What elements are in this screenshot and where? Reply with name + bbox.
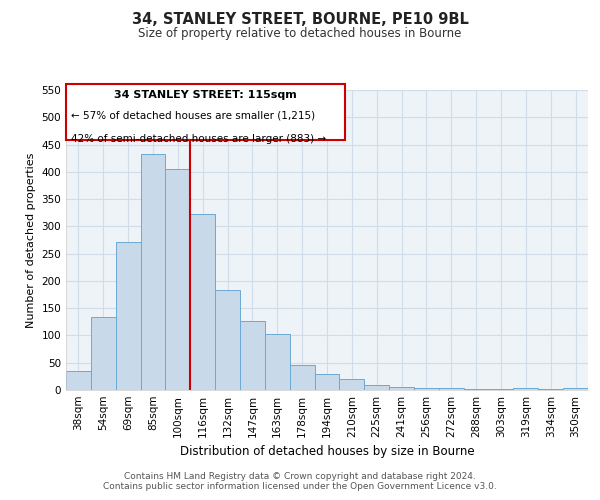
- Bar: [414, 388, 439, 390]
- Bar: [290, 365, 314, 390]
- Bar: [514, 388, 538, 390]
- Bar: [265, 334, 290, 390]
- Text: Contains public sector information licensed under the Open Government Licence v3: Contains public sector information licen…: [103, 482, 497, 491]
- Bar: [538, 389, 563, 390]
- Bar: [340, 379, 364, 390]
- Bar: [389, 388, 414, 390]
- Text: 42% of semi-detached houses are larger (883) →: 42% of semi-detached houses are larger (…: [71, 134, 326, 143]
- Bar: [464, 389, 488, 390]
- Text: Contains HM Land Registry data © Crown copyright and database right 2024.: Contains HM Land Registry data © Crown c…: [124, 472, 476, 481]
- Text: 34, STANLEY STREET, BOURNE, PE10 9BL: 34, STANLEY STREET, BOURNE, PE10 9BL: [131, 12, 469, 28]
- Bar: [66, 371, 91, 390]
- Bar: [91, 318, 116, 390]
- Y-axis label: Number of detached properties: Number of detached properties: [26, 152, 36, 328]
- Bar: [116, 242, 140, 390]
- Bar: [563, 388, 588, 390]
- Bar: [190, 214, 215, 390]
- FancyBboxPatch shape: [66, 84, 345, 140]
- Text: Size of property relative to detached houses in Bourne: Size of property relative to detached ho…: [139, 28, 461, 40]
- Bar: [215, 290, 240, 390]
- Bar: [314, 374, 340, 390]
- X-axis label: Distribution of detached houses by size in Bourne: Distribution of detached houses by size …: [179, 446, 475, 458]
- Bar: [240, 320, 265, 390]
- Bar: [488, 389, 514, 390]
- Bar: [439, 388, 464, 390]
- Bar: [140, 154, 166, 390]
- Text: ← 57% of detached houses are smaller (1,215): ← 57% of detached houses are smaller (1,…: [71, 111, 316, 121]
- Bar: [364, 385, 389, 390]
- Text: 34 STANLEY STREET: 115sqm: 34 STANLEY STREET: 115sqm: [114, 90, 297, 100]
- Bar: [166, 169, 190, 390]
